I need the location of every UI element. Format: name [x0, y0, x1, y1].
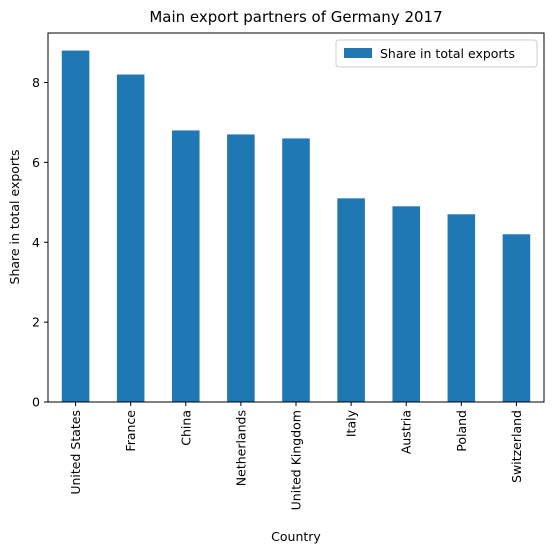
x-axis: United States France China Netherlands Unite…: [68, 402, 524, 510]
x-tick-label: United Kingdom: [289, 410, 304, 510]
x-tick-label: United States: [68, 410, 83, 495]
y-tick-label: 4: [32, 235, 40, 250]
y-tick-label: 8: [32, 75, 40, 90]
bar: [392, 206, 420, 402]
x-axis-label: Country: [271, 529, 321, 544]
plot-frame: [47, 32, 545, 403]
bar: [447, 214, 476, 402]
bar: [337, 198, 365, 402]
x-tick-label: Switzerland: [509, 410, 524, 483]
x-tick-label: Italy: [344, 409, 359, 437]
legend: Share in total exports: [335, 39, 538, 68]
y-axis: 0 2 4 6 8: [32, 75, 48, 410]
y-tick-label: 2: [32, 315, 40, 330]
bar: [282, 138, 310, 402]
x-tick-label: France: [123, 410, 138, 452]
bar: [227, 134, 255, 402]
legend-swatch: [344, 48, 372, 58]
y-tick-label: 6: [32, 155, 40, 170]
x-tick-label: Netherlands: [233, 410, 248, 486]
y-tick-label: 0: [32, 395, 40, 410]
x-tick-label: Poland: [454, 410, 469, 452]
legend-frame: [335, 39, 538, 68]
x-tick-label: Austria: [399, 410, 414, 454]
x-tick-label: China: [178, 410, 193, 446]
chart-title: Main export partners of Germany 2017: [149, 8, 442, 26]
bars-group: [61, 50, 531, 402]
y-axis-label: Share in total exports: [7, 150, 22, 285]
bar: [61, 50, 90, 402]
bar: [172, 130, 200, 402]
bar: [116, 74, 145, 402]
legend-label: Share in total exports: [380, 46, 515, 61]
bar: [502, 234, 531, 402]
